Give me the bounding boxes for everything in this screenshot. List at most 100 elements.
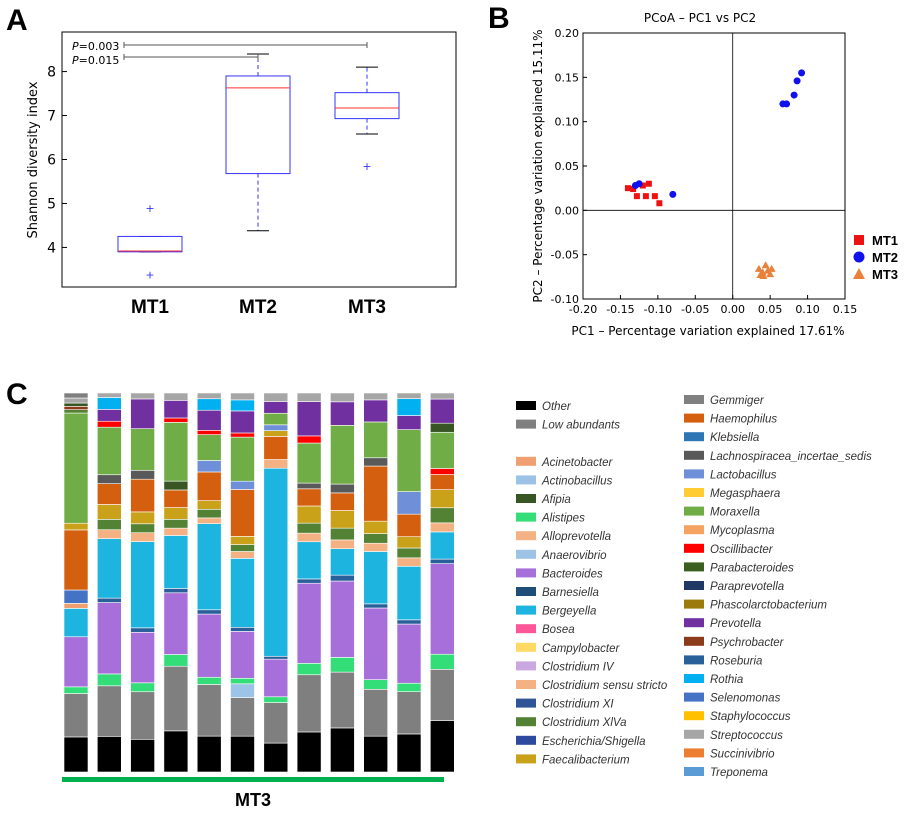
category-label: MT2 <box>239 297 277 318</box>
legend-swatch <box>516 717 536 727</box>
bar-segment <box>63 409 89 414</box>
legend-label: Bergeyella <box>542 606 596 618</box>
pcoa-point-MT1 <box>642 193 649 200</box>
bar-segment <box>196 523 222 611</box>
x-tick-label: 0.10 <box>795 303 820 316</box>
bar-segment <box>429 398 455 424</box>
legend-label: Low abundants <box>542 420 620 432</box>
legend-swatch <box>684 692 704 702</box>
pcoa-point-MT1 <box>656 200 663 207</box>
bar-segment <box>230 558 255 628</box>
bar-segment <box>163 489 189 508</box>
y-tick-label: -0.10 <box>551 293 579 306</box>
x-tick-label: 0.00 <box>720 303 745 316</box>
bar-segment <box>330 392 355 403</box>
legend-swatch <box>684 543 704 553</box>
pcoa-point-MT2 <box>793 77 801 85</box>
bar-segment <box>396 398 422 416</box>
y-tick-label: 7 <box>47 109 56 125</box>
bar-segment <box>163 730 189 773</box>
y-tick-label: 0.10 <box>555 116 580 129</box>
legend-marker-MT3 <box>853 268 865 279</box>
bar-segment <box>63 529 89 591</box>
legend-label: Megasphaera <box>710 488 780 500</box>
legend-swatch <box>684 469 704 479</box>
pcoa-point-MT3 <box>756 271 765 279</box>
legend-swatch <box>684 488 704 497</box>
legend-swatch <box>516 587 536 596</box>
bar-segment <box>396 623 422 684</box>
bar-segment <box>130 682 155 693</box>
bar-segment <box>163 400 189 419</box>
stacked-bar <box>230 392 255 773</box>
pcoa-point-MT3 <box>767 264 776 272</box>
bar-segment <box>263 412 289 426</box>
bar-segment <box>63 686 89 694</box>
bar-segment <box>363 679 389 690</box>
pcoa-point-MT1 <box>651 193 658 200</box>
stacked-bar <box>396 392 422 773</box>
legend-label: Oscillibacter <box>710 544 774 556</box>
bar-segment <box>296 401 322 437</box>
bar-segment <box>396 565 422 621</box>
bar-segment <box>363 533 389 544</box>
stacked-bar <box>97 392 122 773</box>
legend-label: Clostridium XlVa <box>542 717 627 729</box>
legend-swatch <box>516 735 536 745</box>
bar-segment <box>130 739 155 773</box>
bar-segment <box>263 424 289 431</box>
bar-segment <box>263 658 289 698</box>
bar-segment <box>296 442 322 484</box>
x-tick-label: 0.15 <box>833 303 858 316</box>
legend-label: Succinivibrio <box>710 748 775 760</box>
bar-segment <box>429 558 455 564</box>
bar-segment <box>429 422 455 433</box>
pcoa-point-MT1 <box>630 186 637 193</box>
bar-segment <box>230 631 255 679</box>
legend-label-MT2: MT2 <box>872 250 898 265</box>
bar-segment <box>296 392 322 402</box>
pcoa-point-MT2 <box>790 91 798 99</box>
legend-label: Lactobacillus <box>710 469 777 481</box>
y-tick-label: 4 <box>47 240 56 256</box>
bar-segment <box>230 480 255 490</box>
bar-segment <box>396 513 422 538</box>
legend-swatch <box>516 698 536 708</box>
bar-segment <box>230 626 255 632</box>
bar-segment <box>396 682 422 692</box>
legend-swatch <box>684 655 704 665</box>
legend-swatch <box>516 642 536 652</box>
pcoa-point-MT2 <box>783 100 791 108</box>
legend-swatch <box>684 395 704 404</box>
bar-segment <box>63 636 89 688</box>
legend-label: Campylobacter <box>542 643 621 655</box>
bar-segment <box>196 613 222 678</box>
bar-segment <box>429 431 455 469</box>
stacked-bar <box>63 392 89 773</box>
bar-segment <box>363 457 389 467</box>
bar-segment <box>163 519 189 529</box>
bar-segment <box>296 488 322 507</box>
bar-segment <box>396 429 422 492</box>
stacked-bar <box>163 392 189 773</box>
legend-label: Actinobacillus <box>541 475 613 487</box>
outlier-point: + <box>362 160 371 173</box>
bar-segment <box>63 736 89 773</box>
bar-segment <box>63 603 89 609</box>
y-tick-label: -0.05 <box>551 249 579 262</box>
legend-swatch <box>516 661 536 671</box>
bar-segment <box>230 410 255 434</box>
group-bar <box>62 777 444 782</box>
legend-label: Streptococcus <box>710 730 783 742</box>
bar-segment <box>163 392 189 401</box>
bar-segment <box>163 417 189 423</box>
bar-segment <box>97 736 122 773</box>
pcoa-point-MT3 <box>754 264 763 272</box>
legend-label: Lachnospiracea_incertae_sedis <box>710 451 872 463</box>
legend-label: Haemophilus <box>710 414 777 426</box>
bar-segment <box>63 589 89 604</box>
legend-swatch <box>684 432 704 442</box>
stacked-bar <box>330 392 355 773</box>
bar-segment <box>97 420 122 428</box>
